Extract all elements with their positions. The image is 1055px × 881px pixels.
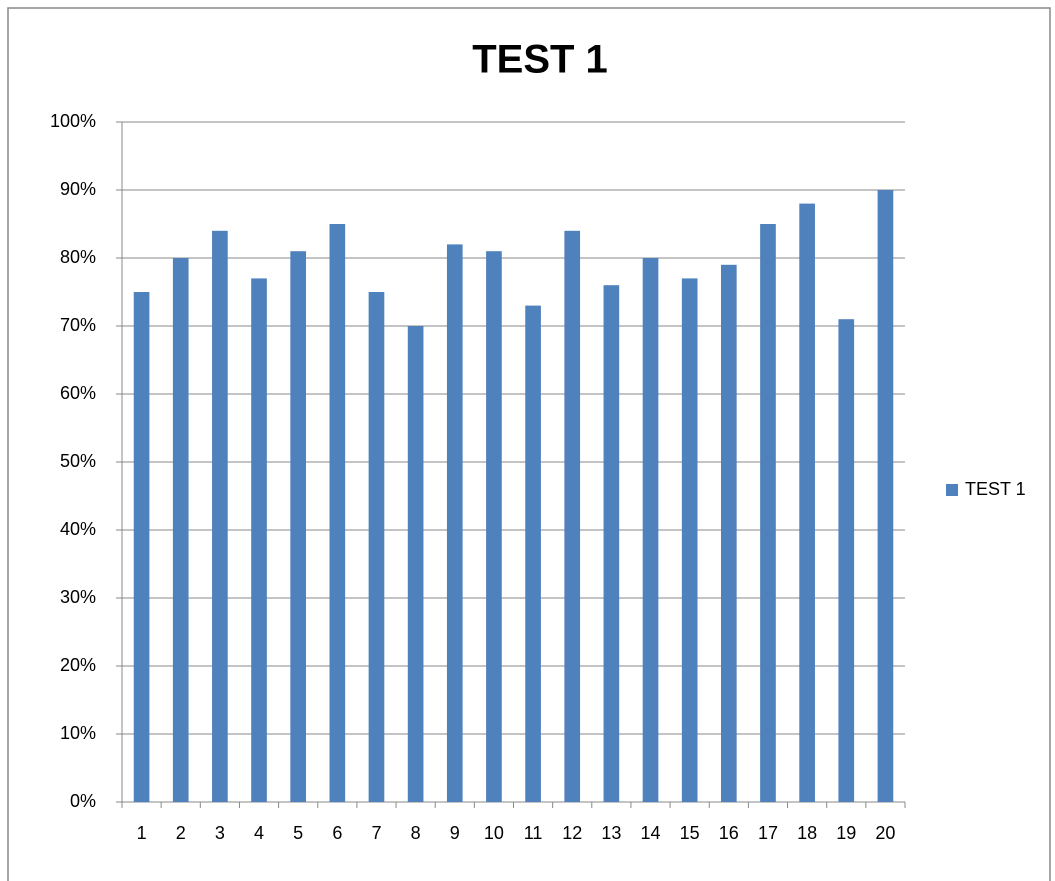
bar bbox=[486, 251, 502, 802]
y-tick-label: 50% bbox=[60, 451, 96, 471]
x-tick-label: 12 bbox=[562, 823, 582, 843]
y-tick-label: 20% bbox=[60, 655, 96, 675]
x-tick-label: 6 bbox=[332, 823, 342, 843]
x-tick-label: 4 bbox=[254, 823, 264, 843]
bar bbox=[564, 230, 581, 803]
x-tick-label: 9 bbox=[450, 823, 460, 843]
x-tick-label: 1 bbox=[137, 823, 147, 843]
y-tick-label: 60% bbox=[60, 383, 96, 403]
x-tick-label: 2 bbox=[176, 823, 186, 843]
x-tick-label: 18 bbox=[797, 823, 817, 843]
x-tick-label: 7 bbox=[371, 823, 381, 843]
bar bbox=[681, 278, 698, 802]
bar bbox=[212, 230, 228, 803]
x-tick-label: 10 bbox=[484, 823, 504, 843]
x-tick-label: 5 bbox=[293, 823, 303, 843]
bar bbox=[525, 305, 541, 802]
legend-swatch bbox=[946, 484, 958, 496]
y-tick-label: 100% bbox=[50, 111, 96, 131]
bar bbox=[329, 224, 346, 802]
bar bbox=[838, 319, 855, 802]
y-tick-label: 90% bbox=[60, 179, 96, 199]
y-tick-label: 70% bbox=[60, 315, 96, 335]
bar bbox=[603, 285, 620, 802]
x-tick-label: 19 bbox=[836, 823, 856, 843]
legend-label: TEST 1 bbox=[965, 479, 1026, 499]
x-tick-label: 15 bbox=[680, 823, 700, 843]
x-tick-label: 14 bbox=[641, 823, 661, 843]
bar bbox=[642, 258, 659, 802]
bar bbox=[799, 203, 815, 803]
y-tick-label: 0% bbox=[70, 791, 96, 811]
bar bbox=[760, 224, 776, 802]
bar bbox=[251, 278, 267, 802]
y-tick-label: 40% bbox=[60, 519, 96, 539]
y-tick-label: 80% bbox=[60, 247, 96, 267]
x-tick-label: 13 bbox=[601, 823, 621, 843]
bar bbox=[877, 190, 894, 802]
y-tick-label: 10% bbox=[60, 723, 96, 743]
x-tick-label: 3 bbox=[215, 823, 225, 843]
bar bbox=[720, 264, 737, 802]
bar bbox=[407, 326, 424, 802]
y-tick-label: 30% bbox=[60, 587, 96, 607]
bar bbox=[446, 244, 463, 802]
x-tick-label: 16 bbox=[719, 823, 739, 843]
x-tick-label: 11 bbox=[524, 823, 543, 843]
chart-title: TEST 1 bbox=[472, 38, 608, 82]
bar bbox=[133, 292, 150, 802]
x-tick-label: 17 bbox=[758, 823, 778, 843]
bar bbox=[290, 251, 307, 802]
bar bbox=[172, 258, 189, 802]
x-tick-label: 20 bbox=[875, 823, 895, 843]
x-tick-label: 8 bbox=[411, 823, 421, 843]
bar bbox=[368, 292, 385, 802]
